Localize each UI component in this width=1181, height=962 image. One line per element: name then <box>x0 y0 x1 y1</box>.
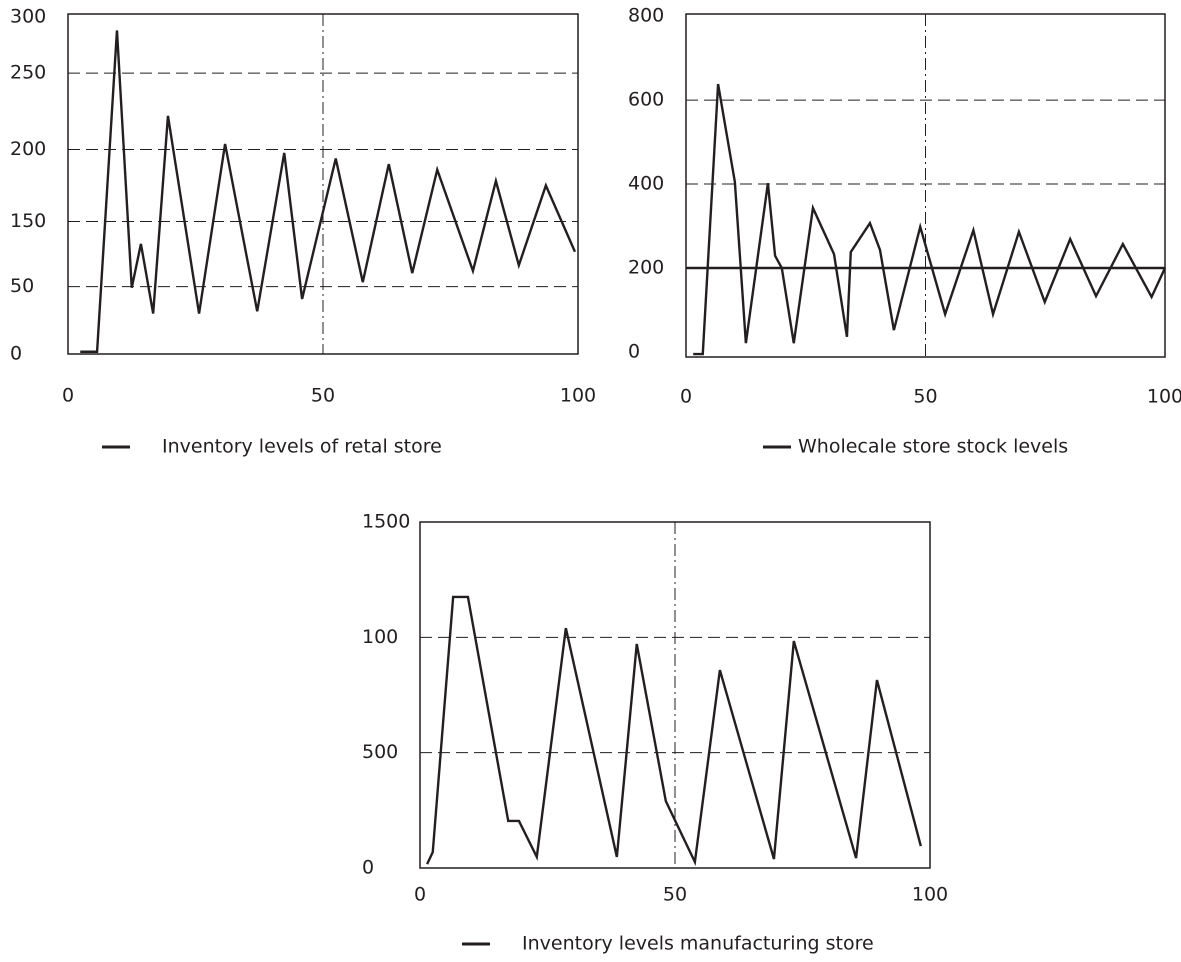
y-tick-label: 200 <box>10 138 46 160</box>
series-line <box>693 83 1167 356</box>
series-line <box>80 30 577 353</box>
x-tick-label: 50 <box>663 884 687 906</box>
plot-frame <box>419 521 931 869</box>
legend-label: Inventory levels manufacturing store <box>522 933 874 955</box>
y-tick-label: 600 <box>628 89 664 111</box>
plot-frame <box>67 13 579 355</box>
y-tick-label: 100 <box>362 626 398 648</box>
y-tick-label: 300 <box>10 6 46 28</box>
y-tick-label: 500 <box>362 741 398 763</box>
x-tick-label: 50 <box>913 386 937 408</box>
y-tick-label: 1500 <box>362 511 410 533</box>
y-tick-label: 0 <box>628 340 640 362</box>
y-tick-label: 250 <box>10 62 46 84</box>
x-tick-label: 0 <box>414 884 426 906</box>
x-tick-label: 100 <box>912 884 948 906</box>
series-line <box>426 595 922 867</box>
x-tick-label: 50 <box>311 385 335 407</box>
legend-label: Inventory levels of retal store <box>162 436 442 458</box>
legend-label: Wholecale store stock levels <box>798 436 1068 458</box>
plot-frame <box>685 13 1166 358</box>
x-tick-label: 100 <box>560 385 596 407</box>
y-tick-label: 150 <box>10 210 46 232</box>
x-tick-label: 100 <box>1147 386 1181 408</box>
y-tick-label: 0 <box>10 343 22 365</box>
y-tick-label: 0 <box>362 857 374 879</box>
x-tick-label: 0 <box>62 385 74 407</box>
y-tick-label: 800 <box>628 5 664 27</box>
x-tick-label: 0 <box>680 386 692 408</box>
y-tick-label: 400 <box>628 173 664 195</box>
y-tick-label: 200 <box>628 256 664 278</box>
y-tick-label: 50 <box>10 275 34 297</box>
